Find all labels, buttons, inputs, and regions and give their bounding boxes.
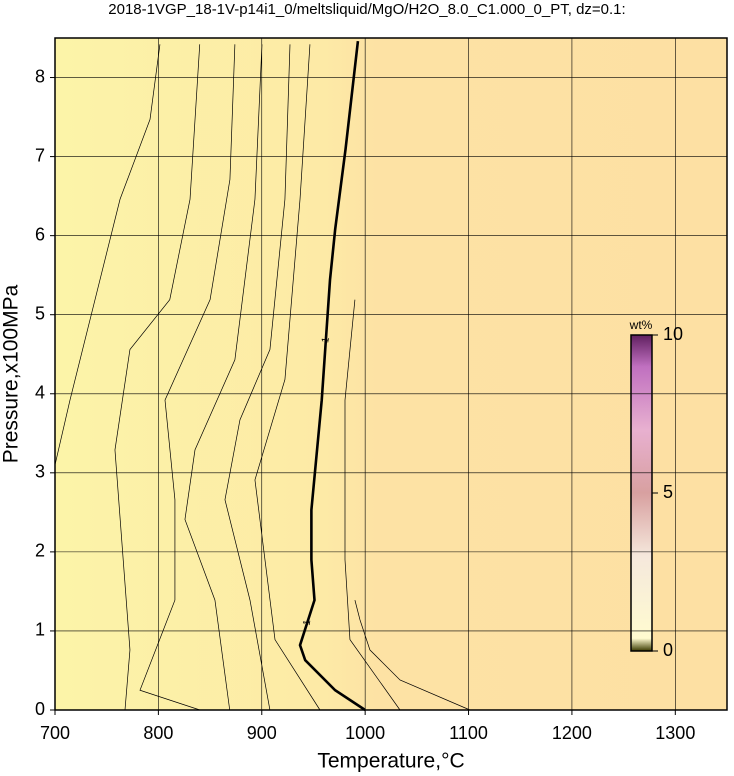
contours [54,41,471,712]
plot-area [55,38,727,710]
y-tick-label: 1 [35,620,45,640]
y-tick-label: 4 [35,383,45,403]
x-tick-label: 1000 [345,723,385,743]
contour-line [224,44,291,711]
x-tick-label: 1200 [552,723,592,743]
y-tick-label: 0 [35,699,45,719]
contour-line [254,44,321,711]
colorbar-tick-label: 10 [663,324,683,344]
contour-line [298,41,366,712]
contour-line [344,299,401,711]
y-tick-label: 3 [35,462,45,482]
x-tick-label: 1300 [655,723,695,743]
x-axis-label: Temperature,°C [317,750,464,773]
y-axis-label: Pressure,x100MPa [0,284,23,463]
contour-line [114,44,201,711]
contour-line [54,44,161,465]
x-tick-label: 800 [143,723,173,743]
colorbar-label: wt% [629,318,653,332]
grid [54,38,727,711]
chart-title: 2018-1VGP_18-1V-p14i1_0/meltsliquid/MgO/… [108,1,625,18]
contour-label: 1 [320,336,332,344]
colorbar-tick-label: 0 [663,640,673,660]
y-tick-label: 5 [35,303,45,323]
y-tick-label: 6 [35,224,45,244]
contour-label: 1 [301,619,313,627]
x-tick-label: 700 [40,723,70,743]
y-tick-label: 7 [35,145,45,165]
colorbar-tick-label: 5 [663,482,673,502]
colorbar [630,334,653,652]
plot-frame [54,37,728,711]
contour-line [139,44,236,711]
y-tick-label: 8 [35,66,45,86]
x-tick-label: 1100 [449,723,488,743]
x-tick-label: 900 [247,723,277,743]
y-tick-label: 2 [35,541,45,561]
contour-line [354,600,471,711]
contour-line [184,44,263,711]
